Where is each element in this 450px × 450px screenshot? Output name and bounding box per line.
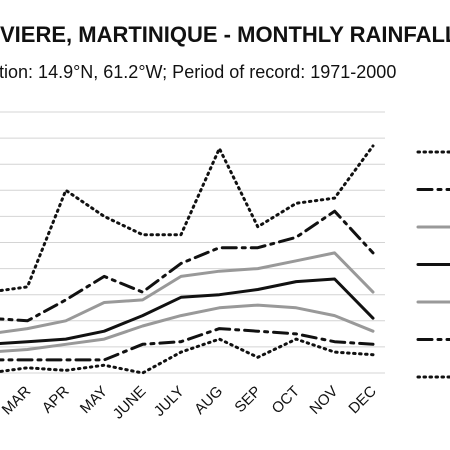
- plot-lines: [0, 144, 375, 375]
- series-line-2: [0, 209, 375, 323]
- series-line-1: [0, 144, 375, 293]
- chart-title: RIVIERE, MARTINIQUE - MONTHLY RAINFALL: [0, 22, 450, 47]
- series-line-3: [0, 251, 375, 334]
- series-line-5: [0, 303, 375, 353]
- series-line-6: [0, 327, 375, 362]
- series-line-4: [0, 277, 375, 346]
- series-line-7: [0, 337, 375, 375]
- legend: [416, 150, 450, 379]
- chart-subtitle: Location: 14.9°N, 61.2°W; Period of reco…: [0, 62, 396, 82]
